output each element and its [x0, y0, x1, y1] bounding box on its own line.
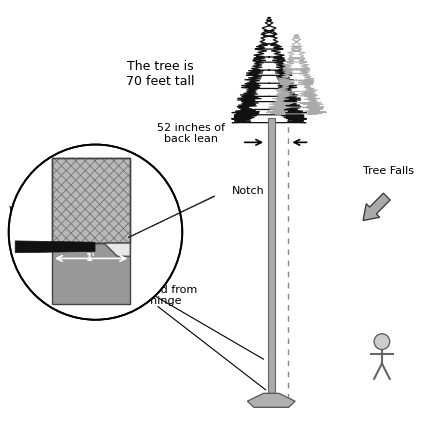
- Polygon shape: [363, 193, 390, 221]
- Text: Tree Falls: Tree Falls: [363, 166, 414, 176]
- Text: The tree is
70 feet tall: The tree is 70 feet tall: [126, 60, 195, 88]
- Circle shape: [9, 145, 182, 320]
- Circle shape: [374, 334, 390, 350]
- Bar: [52, 158, 130, 243]
- Text: 1 foot base measured from
the front of the hinge: 1 foot base measured from the front of t…: [46, 285, 197, 307]
- Text: Notch: Notch: [232, 186, 265, 195]
- Text: 1': 1': [86, 254, 96, 263]
- Text: 52 inches of
back lean: 52 inches of back lean: [157, 123, 225, 145]
- Bar: [52, 158, 130, 243]
- Polygon shape: [15, 241, 95, 253]
- Text: Wedge lifts
tree 1 inch: Wedge lifts tree 1 inch: [9, 206, 71, 228]
- Bar: [52, 243, 130, 304]
- Polygon shape: [247, 393, 295, 407]
- Bar: [52, 158, 130, 243]
- Bar: [268, 118, 275, 403]
- Polygon shape: [104, 243, 130, 256]
